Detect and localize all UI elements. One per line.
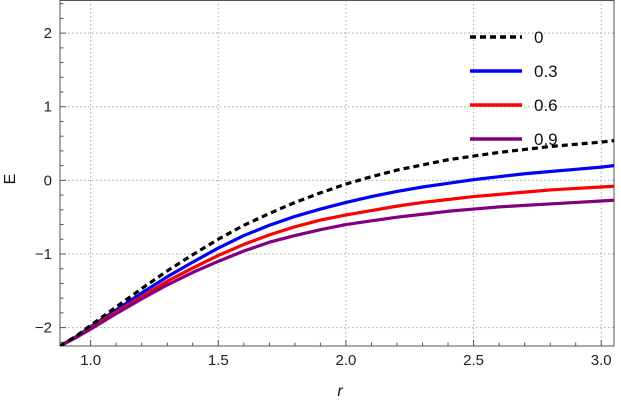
y-tick-label: 2 (44, 25, 52, 42)
x-tick-label: 1.5 (208, 352, 229, 369)
plot-frame (59, 0, 615, 347)
y-tick-label: −2 (35, 320, 52, 337)
series-line-0-9 (60, 198, 614, 346)
y-tick-label: 1 (44, 99, 52, 116)
legend-label-0-9: 0.9 (534, 130, 558, 149)
x-tick-label: 3.0 (591, 352, 612, 369)
series-line-0-6 (60, 184, 614, 346)
legend-label-0-6: 0.6 (534, 96, 558, 115)
tick-labels: 1.0 1.5 2.0 2.5 3.0 −2 −1 0 1 2 (35, 25, 612, 369)
series-line-0-3 (60, 164, 614, 346)
series-line-0 (60, 139, 614, 346)
y-axis-title: E (2, 174, 19, 185)
x-tick-label: 1.0 (80, 352, 101, 369)
x-axis-title: r (337, 383, 343, 400)
legend-label-0: 0 (534, 28, 543, 47)
x-tick-label: 2.5 (463, 352, 484, 369)
y-tick-label: 0 (44, 172, 52, 189)
grid (60, 0, 614, 346)
y-tick-label: −1 (35, 246, 52, 263)
plot-border (59, 0, 615, 347)
legend-label-0-3: 0.3 (534, 62, 558, 81)
series-lines (60, 139, 614, 346)
legend: 0 0.3 0.6 0.9 (470, 28, 558, 149)
axis-ticks (60, 3, 602, 346)
x-tick-label: 2.0 (336, 352, 357, 369)
